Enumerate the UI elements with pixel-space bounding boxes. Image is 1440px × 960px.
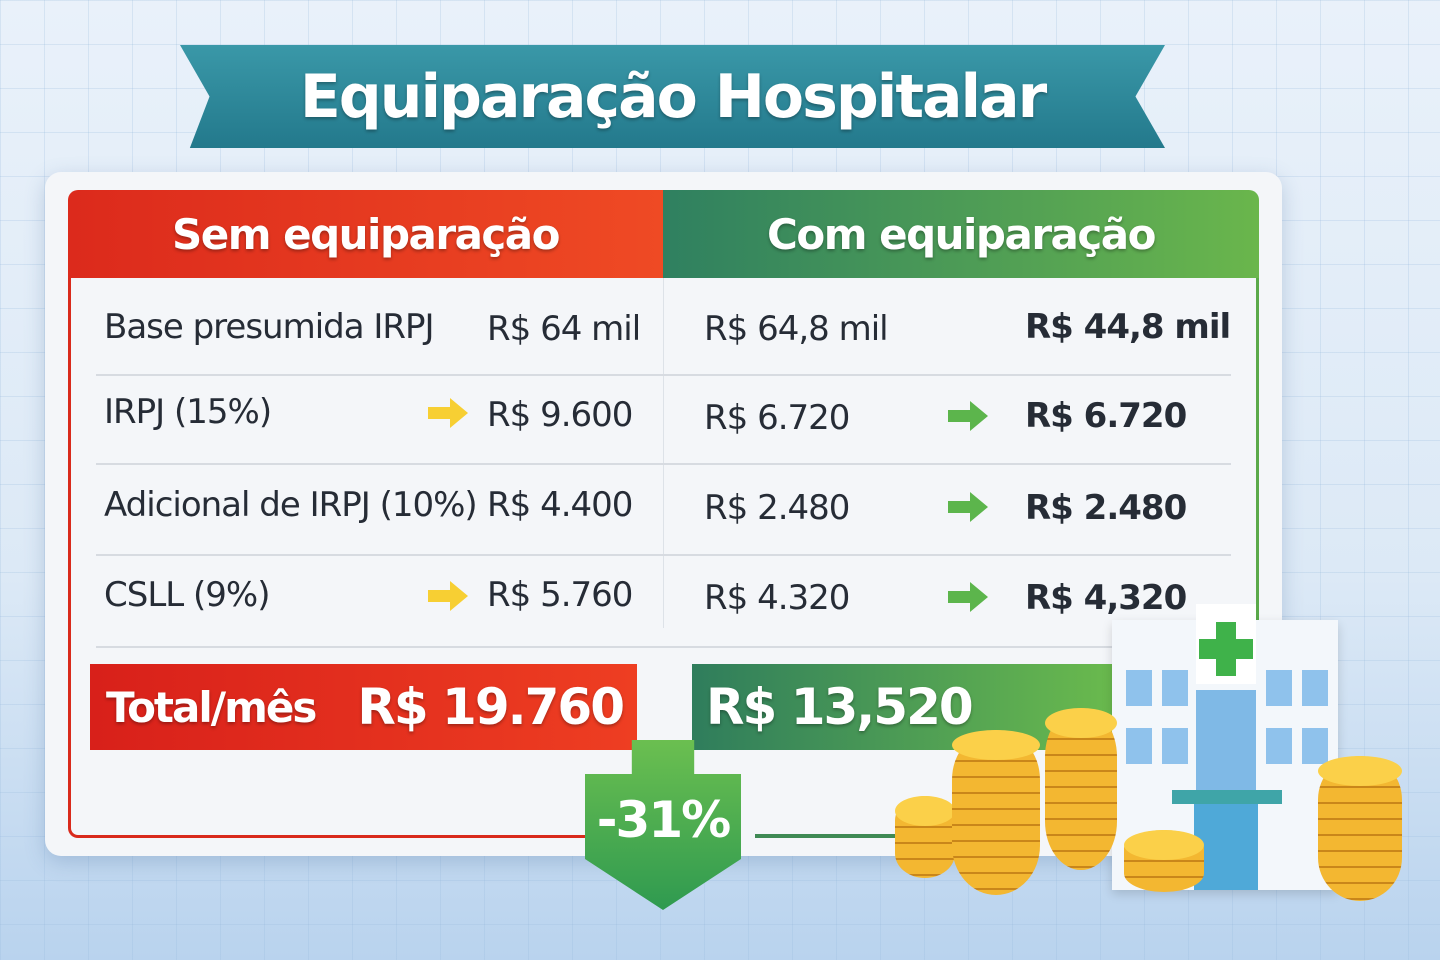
row-label: CSLL (9%) [104, 575, 270, 615]
coin-stack-icon [1318, 756, 1402, 901]
total-value: R$ 19.760 [357, 678, 625, 736]
reduction-percent: -31% [596, 791, 731, 849]
right-column-frame [663, 278, 1259, 628]
row-before: R$ 6.720 [704, 398, 850, 438]
total-with: R$ 13,520 [692, 664, 1122, 750]
total-label: Total/mês [106, 682, 317, 732]
row-divider [96, 646, 1231, 648]
total-value: R$ 13,520 [706, 678, 974, 736]
row-label: Adicional de IRPJ (10%) [104, 485, 478, 525]
row-label: Base presumida IRPJ [104, 307, 435, 347]
coin-stack-icon [1045, 708, 1117, 870]
header-without: Sem equiparação [68, 190, 663, 278]
row-value: R$ 5.760 [487, 575, 633, 615]
left-column-frame [68, 278, 663, 838]
row-after: R$ 2.480 [1025, 488, 1187, 528]
row-after: R$ 6.720 [1025, 396, 1187, 436]
row-before: R$ 2.480 [704, 488, 850, 528]
coin-stack-icon [1124, 830, 1204, 892]
header-with: Com equiparação [663, 190, 1259, 278]
row-after: R$ 44,8 mil [1025, 307, 1231, 347]
page-title: Equiparação Hospitalar [299, 61, 1047, 132]
title-banner: Equiparação Hospitalar [180, 45, 1165, 148]
row-label: IRPJ (15%) [104, 392, 272, 432]
row-value: R$ 9.600 [487, 395, 633, 435]
row-divider [96, 374, 1231, 376]
row-value: R$ 64 mil [487, 309, 641, 349]
total-without: Total/mês R$ 19.760 [90, 664, 637, 750]
green-underline [755, 834, 895, 838]
row-divider [96, 554, 1231, 556]
row-before: R$ 64,8 mil [704, 309, 889, 349]
row-divider [96, 463, 1231, 465]
row-value: R$ 4.400 [487, 485, 633, 525]
row-before: R$ 4.320 [704, 578, 850, 618]
coin-stack-icon [952, 730, 1040, 895]
row-after: R$ 4,320 [1025, 578, 1187, 618]
coin-stack-icon [895, 796, 955, 878]
